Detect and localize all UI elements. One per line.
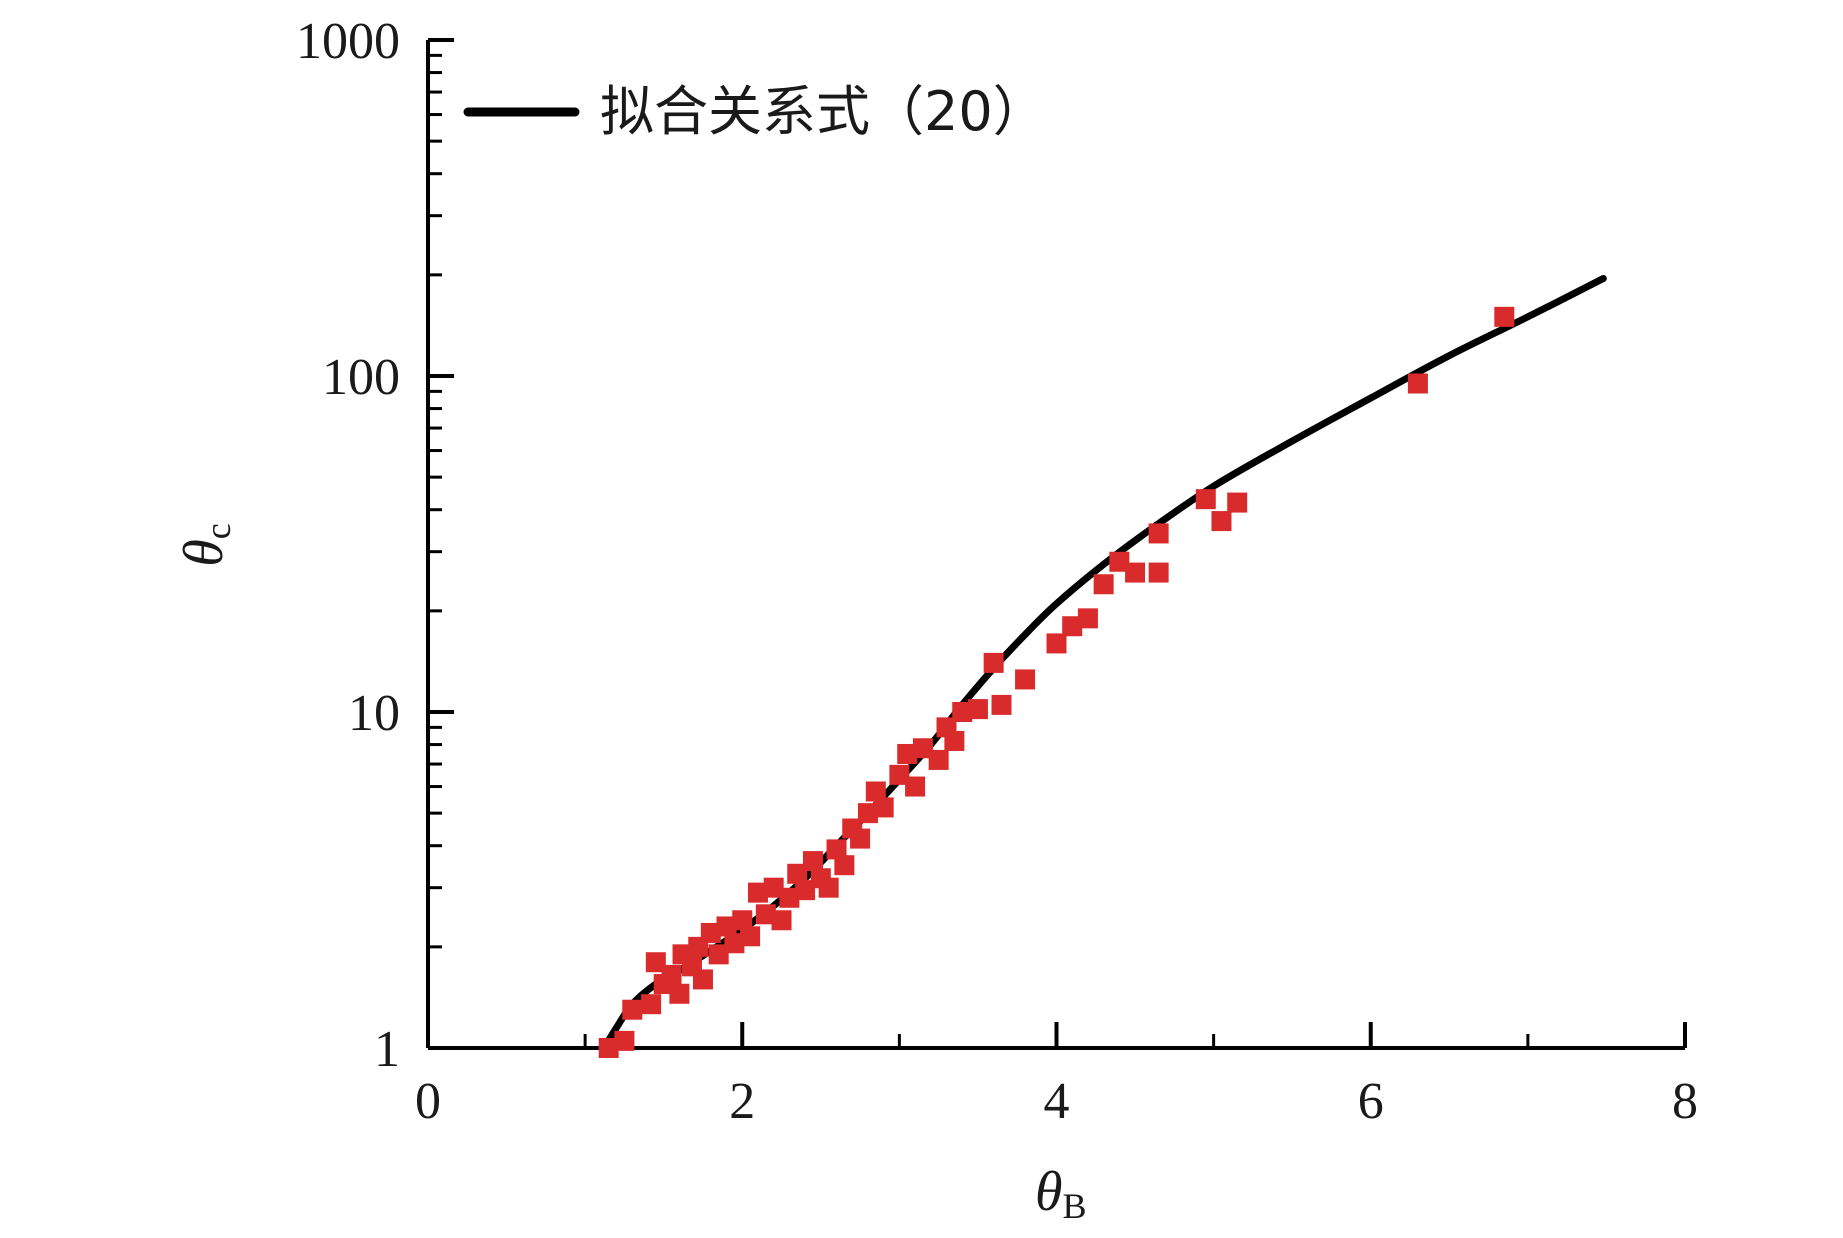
x-tick-labels: 0 2 4 6 8 — [415, 1073, 1698, 1130]
data-point — [732, 910, 753, 931]
data-point — [1195, 489, 1216, 510]
data-point — [991, 694, 1012, 715]
x-tick-label: 8 — [1672, 1073, 1698, 1130]
legend: 拟合关系式（20） — [463, 80, 1047, 143]
data-point — [1015, 669, 1036, 690]
data-point — [692, 969, 713, 990]
data-point — [645, 952, 666, 973]
data-point — [787, 863, 808, 884]
data-point — [944, 730, 965, 751]
data-point — [1148, 562, 1169, 583]
x-axis-title: θB — [1035, 1161, 1087, 1226]
data-point — [905, 776, 926, 797]
data-point — [889, 764, 910, 785]
data-point — [724, 933, 745, 954]
data-point — [700, 922, 721, 943]
data-point — [873, 797, 894, 818]
data-point — [779, 887, 800, 908]
data-point — [771, 910, 792, 931]
data-point — [740, 926, 761, 947]
data-point — [865, 781, 886, 802]
data-point — [661, 964, 682, 985]
data-point — [826, 839, 847, 860]
data-point — [857, 803, 878, 824]
x-axis-title-main: θ — [1035, 1161, 1063, 1223]
data-points-layer — [598, 306, 1515, 1058]
data-point — [928, 749, 949, 770]
data-point — [755, 904, 776, 925]
data-point — [622, 999, 643, 1020]
data-point — [1062, 616, 1083, 637]
y-tick-label: 1 — [374, 1021, 400, 1078]
data-point — [1077, 608, 1098, 629]
data-point — [967, 699, 988, 720]
data-point — [1227, 492, 1248, 513]
data-point — [1093, 574, 1114, 595]
data-point — [641, 994, 662, 1015]
y-axis-title-main: θ — [173, 539, 235, 567]
data-point — [818, 877, 839, 898]
x-tick-label: 2 — [729, 1073, 755, 1130]
y-tick-label: 10 — [348, 685, 400, 742]
data-point — [1109, 551, 1130, 572]
y-axis-title: θc — [173, 523, 238, 567]
y-tick-label: 100 — [322, 349, 400, 406]
data-point — [1211, 511, 1232, 532]
data-point — [912, 738, 933, 759]
data-point — [952, 702, 973, 722]
data-point — [763, 877, 784, 898]
data-point — [708, 944, 729, 965]
data-point — [834, 855, 855, 876]
axes — [426, 38, 1687, 1050]
data-point — [795, 880, 816, 901]
x-tick-label: 0 — [415, 1073, 441, 1130]
data-point — [614, 1030, 635, 1051]
y-axis-title-group: θc — [173, 523, 238, 567]
data-point — [1148, 523, 1169, 544]
x-axis-title-sub: B — [1063, 1186, 1087, 1226]
data-point — [802, 851, 823, 872]
data-point — [598, 1038, 619, 1058]
data-point — [897, 743, 918, 764]
data-point — [716, 916, 737, 937]
x-tick-label: 6 — [1358, 1073, 1384, 1130]
legend-label: 拟合关系式（20） — [600, 80, 1047, 143]
data-point — [1046, 633, 1067, 654]
data-point — [1125, 562, 1146, 583]
data-point — [747, 882, 768, 903]
x-tick-label: 4 — [1044, 1073, 1070, 1130]
data-point — [1494, 306, 1515, 327]
y-tick-labels: 1 10 100 1000 — [296, 13, 400, 1078]
y-axis-title-sub: c — [198, 523, 238, 539]
data-point — [1407, 373, 1428, 394]
data-point — [850, 828, 871, 849]
y-tick-label: 1000 — [296, 13, 400, 70]
data-point — [669, 983, 690, 1004]
data-point — [983, 652, 1004, 673]
